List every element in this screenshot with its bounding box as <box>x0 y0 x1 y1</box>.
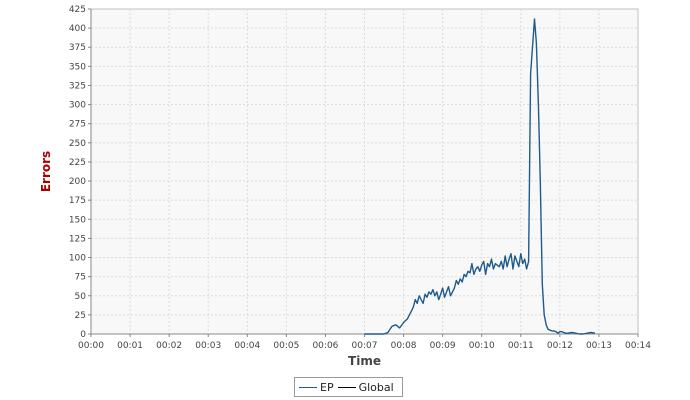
x-tick-label: 00:00 <box>78 341 104 351</box>
y-tick-label: 275 <box>69 120 86 130</box>
x-tick-label: 00:12 <box>547 341 573 351</box>
legend-label-ep: EP <box>320 380 334 394</box>
y-tick-label: 100 <box>69 254 86 264</box>
x-tick-label: 00:03 <box>195 341 221 351</box>
y-axis-title: Errors <box>39 151 53 192</box>
x-tick-label: 00:13 <box>586 341 612 351</box>
y-tick-label: 300 <box>69 101 86 111</box>
y-tick-label: 375 <box>69 43 86 53</box>
x-tick-label: 00:04 <box>234 341 260 351</box>
plot-area <box>90 8 639 335</box>
x-tick-label: 00:05 <box>273 341 299 351</box>
x-tick-label: 00:08 <box>391 341 417 351</box>
x-tick-label: 00:06 <box>312 341 338 351</box>
x-tick-label: 00:14 <box>625 341 651 351</box>
legend-swatch-ep <box>299 386 317 388</box>
chart-legend: EP Global <box>294 377 403 397</box>
y-tick-label: 175 <box>69 196 86 206</box>
y-tick-label: 75 <box>75 273 86 283</box>
x-tick-label: 00:11 <box>508 341 534 351</box>
y-tick-label: 200 <box>69 177 86 187</box>
legend-label-global: Global <box>358 380 394 394</box>
y-tick-label: 225 <box>69 158 86 168</box>
y-tick-label: 50 <box>75 292 87 302</box>
x-tick-label: 00:09 <box>430 341 456 351</box>
x-tick-label: 00:10 <box>469 341 495 351</box>
legend-swatch-global <box>337 386 356 388</box>
y-tick-label: 25 <box>75 311 86 321</box>
x-tick-label: 00:02 <box>156 341 182 351</box>
y-tick-label: 350 <box>69 62 86 72</box>
series-line-ep <box>364 18 596 335</box>
grid-lines <box>91 9 638 334</box>
y-tick-label: 325 <box>69 81 86 91</box>
y-axis-ticks: 0 25 50 75 100 125 150 175 200 225 250 275 300 325 350… <box>69 5 91 340</box>
series-layer <box>364 18 596 335</box>
y-tick-label: 0 <box>80 330 86 340</box>
x-axis-title: Time <box>348 354 381 368</box>
y-tick-label: 425 <box>69 5 86 15</box>
y-tick-label: 400 <box>69 24 86 34</box>
x-tick-label: 00:01 <box>117 341 143 351</box>
legend-item-ep: EP <box>299 381 334 394</box>
y-tick-label: 125 <box>69 234 86 244</box>
x-tick-label: 00:07 <box>352 341 378 351</box>
y-tick-label: 150 <box>69 215 86 225</box>
x-axis-ticks: 00:00 00:01 00:02 00:03 00:04 00:05 00:06 00:07… <box>78 334 651 351</box>
y-tick-label: 250 <box>69 139 86 149</box>
legend-item-global: Global <box>337 380 394 394</box>
